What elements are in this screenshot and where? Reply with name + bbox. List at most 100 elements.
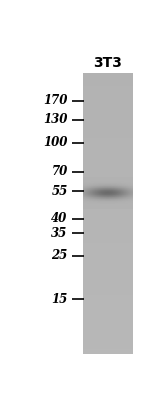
Bar — [83, 267, 133, 268]
Bar — [83, 257, 133, 259]
Bar — [83, 302, 133, 304]
Bar — [83, 108, 133, 110]
Bar — [83, 160, 133, 162]
Bar — [83, 177, 133, 178]
Bar — [83, 107, 133, 108]
Bar — [83, 84, 133, 86]
Bar — [83, 76, 133, 77]
Bar — [83, 250, 133, 252]
Bar — [83, 319, 133, 320]
Bar — [83, 73, 133, 74]
Bar — [83, 83, 133, 84]
Bar — [83, 299, 133, 301]
Text: 35: 35 — [51, 227, 68, 240]
Bar — [83, 89, 133, 91]
Bar — [83, 202, 133, 204]
Bar — [83, 194, 133, 195]
Bar — [83, 274, 133, 276]
Bar — [83, 113, 133, 115]
Bar — [83, 121, 133, 122]
Bar — [83, 323, 133, 325]
Bar — [83, 270, 133, 271]
Bar — [83, 339, 133, 340]
Bar — [83, 225, 133, 226]
Bar — [83, 102, 133, 104]
Bar — [83, 130, 133, 132]
Bar — [83, 307, 133, 310]
Bar — [83, 180, 133, 181]
Bar — [83, 220, 133, 222]
Bar — [83, 118, 133, 119]
Bar — [83, 101, 133, 102]
Bar — [83, 167, 133, 169]
Bar — [83, 198, 133, 200]
Text: 15: 15 — [51, 293, 68, 306]
Bar — [83, 277, 133, 278]
Bar — [83, 313, 133, 315]
Bar — [83, 318, 133, 319]
Bar — [83, 135, 133, 136]
Text: 3T3: 3T3 — [93, 56, 122, 70]
Bar — [83, 182, 133, 184]
Bar — [83, 349, 133, 350]
Bar — [83, 252, 133, 253]
Bar — [83, 143, 133, 145]
Bar — [83, 176, 133, 177]
Bar — [83, 216, 133, 218]
Bar — [83, 129, 133, 131]
Bar — [83, 104, 133, 105]
Bar — [83, 316, 133, 318]
Bar — [83, 88, 133, 90]
Bar — [83, 165, 133, 167]
Bar — [83, 189, 133, 191]
Bar — [83, 197, 133, 198]
Bar — [83, 258, 133, 260]
Bar — [83, 286, 133, 288]
Bar — [83, 168, 133, 170]
Bar — [83, 291, 133, 292]
Bar — [83, 244, 133, 246]
Bar — [83, 150, 133, 152]
Bar — [83, 77, 133, 79]
Bar — [83, 315, 133, 316]
Bar — [83, 152, 133, 153]
Bar — [83, 239, 133, 240]
Text: 100: 100 — [43, 136, 68, 149]
Text: 40: 40 — [51, 212, 68, 225]
Bar — [83, 246, 133, 247]
Bar — [83, 80, 133, 81]
Bar — [83, 303, 133, 305]
Bar — [83, 125, 133, 126]
Bar — [83, 158, 133, 160]
Bar — [83, 346, 133, 347]
Bar — [83, 115, 133, 117]
Bar — [83, 278, 133, 280]
Bar — [83, 116, 133, 118]
Bar — [83, 205, 133, 207]
Bar — [83, 254, 133, 256]
Bar — [83, 289, 133, 291]
Bar — [83, 161, 133, 163]
Text: 170: 170 — [43, 94, 68, 107]
Bar — [83, 294, 133, 295]
Bar — [83, 186, 133, 189]
Bar — [83, 305, 133, 307]
Bar — [83, 253, 133, 255]
Bar — [83, 273, 133, 274]
Bar — [83, 112, 133, 114]
Bar — [83, 219, 133, 221]
Bar — [83, 81, 133, 83]
Bar — [83, 249, 133, 250]
Bar — [83, 262, 133, 264]
Bar — [83, 181, 133, 183]
Bar — [83, 170, 133, 171]
Bar — [83, 268, 133, 270]
Bar — [83, 261, 133, 263]
Bar — [83, 351, 133, 353]
Bar — [83, 91, 133, 93]
Bar — [83, 212, 133, 214]
Bar — [83, 146, 133, 147]
Bar — [83, 122, 133, 123]
Bar — [83, 337, 133, 339]
Bar — [83, 275, 133, 277]
